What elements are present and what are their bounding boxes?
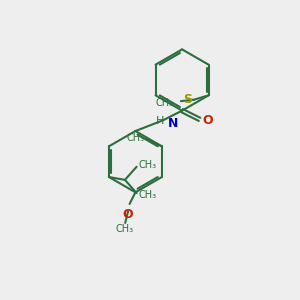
Text: CH₃: CH₃ xyxy=(116,224,134,234)
Text: H: H xyxy=(156,116,164,126)
Text: O: O xyxy=(123,208,134,221)
Text: CH₃: CH₃ xyxy=(138,190,156,200)
Text: CH₃: CH₃ xyxy=(126,133,144,142)
Text: S: S xyxy=(184,93,193,106)
Text: CH₃: CH₃ xyxy=(155,98,174,108)
Text: N: N xyxy=(168,117,178,130)
Text: CH₃: CH₃ xyxy=(138,160,156,170)
Text: O: O xyxy=(202,114,213,127)
